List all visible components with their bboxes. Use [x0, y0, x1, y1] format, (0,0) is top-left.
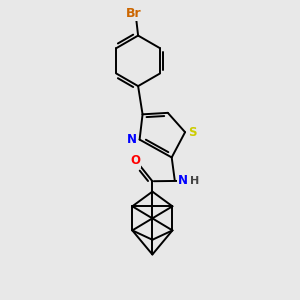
- Text: H: H: [190, 176, 199, 186]
- Text: N: N: [127, 133, 137, 146]
- Text: O: O: [130, 154, 140, 167]
- Text: Br: Br: [126, 7, 142, 20]
- Text: N: N: [178, 174, 188, 188]
- Text: S: S: [189, 126, 197, 139]
